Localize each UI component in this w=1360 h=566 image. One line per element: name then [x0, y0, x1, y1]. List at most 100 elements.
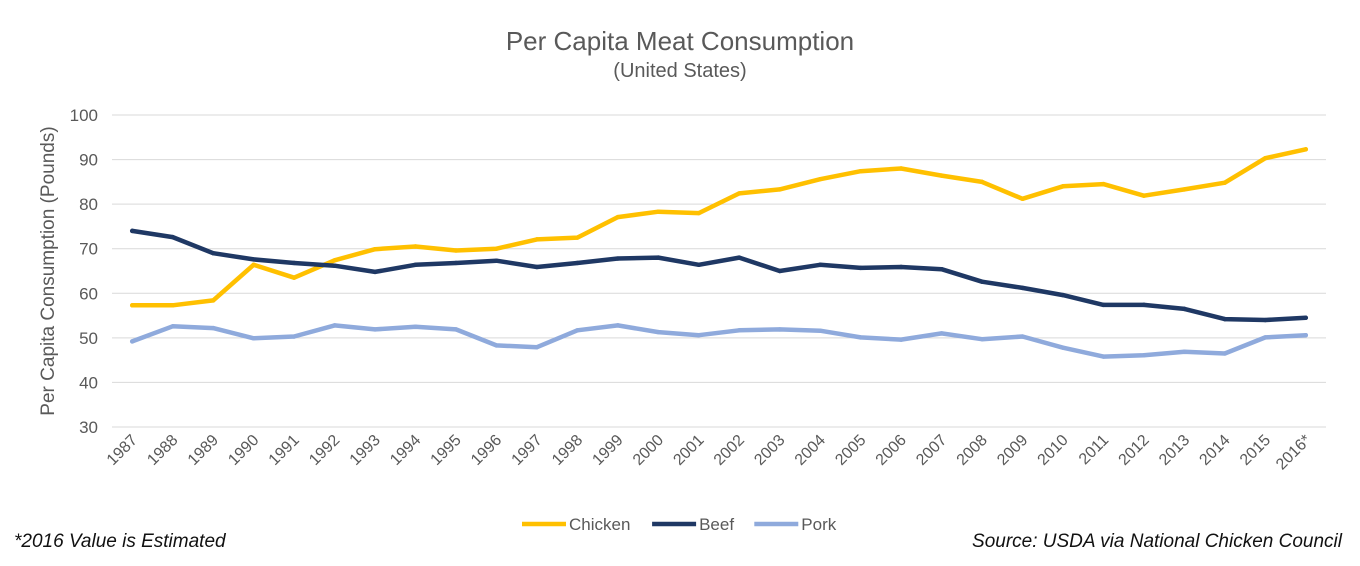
x-tick-label: 1991: [266, 432, 303, 469]
y-tick-label: 90: [79, 151, 98, 170]
data-point-beef: [817, 262, 823, 267]
data-point-pork: [737, 328, 742, 333]
x-tick-label: 1993: [347, 432, 384, 469]
data-point-beef: [1101, 302, 1106, 308]
x-tick-label: 2005: [832, 432, 869, 469]
data-point-beef: [534, 264, 540, 270]
legend-label-pork: Pork: [801, 515, 836, 534]
data-point-chicken: [1060, 184, 1066, 189]
y-tick-label: 30: [79, 418, 98, 437]
data-point-beef: [1020, 285, 1025, 291]
data-point-pork: [817, 328, 823, 333]
legend-label-chicken: Chicken: [569, 515, 630, 534]
data-point-beef: [858, 265, 863, 271]
data-point-pork: [453, 327, 459, 332]
x-tick-label: 1998: [549, 432, 586, 469]
data-point-chicken: [575, 235, 580, 240]
data-point-chicken: [979, 179, 985, 185]
x-tick-label: 1995: [428, 432, 465, 469]
chart-title: Per Capita Meat Consumption: [505, 26, 855, 56]
x-tick-label: 2014: [1196, 432, 1233, 469]
data-point-pork: [656, 329, 661, 335]
x-tick-label: 1997: [509, 432, 546, 469]
data-point-beef: [656, 255, 661, 260]
data-point-chicken: [332, 258, 337, 263]
series-line-chicken: [129, 147, 1309, 308]
y-tick-label: 50: [79, 329, 98, 348]
y-tick-label: 100: [70, 106, 98, 125]
data-point-pork: [1263, 335, 1268, 340]
data-point-beef: [615, 256, 621, 261]
data-point-chicken: [130, 303, 135, 308]
data-point-chicken: [1263, 156, 1268, 161]
data-point-pork: [291, 334, 297, 339]
y-tick-label: 80: [79, 195, 98, 214]
data-point-pork: [534, 345, 540, 350]
data-point-chicken: [858, 168, 863, 174]
series-line-beef: [129, 228, 1309, 323]
data-point-chicken: [534, 237, 540, 242]
data-point-pork: [251, 336, 256, 341]
x-tick-label: 1996: [468, 432, 505, 469]
data-point-beef: [453, 260, 459, 266]
x-tick-label: 1989: [185, 432, 222, 469]
x-tick-label: 2004: [792, 432, 829, 469]
data-point-pork: [696, 332, 701, 338]
data-point-beef: [898, 264, 904, 270]
data-point-chicken: [372, 246, 378, 252]
data-point-chicken: [1020, 196, 1025, 201]
data-point-beef: [1263, 317, 1268, 323]
series-line-pork: [129, 323, 1309, 359]
data-point-pork: [575, 328, 580, 333]
data-point-chicken: [777, 187, 782, 192]
x-tick-label: 1988: [144, 432, 181, 469]
data-point-pork: [130, 339, 135, 344]
data-point-beef: [372, 269, 378, 275]
x-tick-label: 2001: [670, 432, 707, 469]
data-point-beef: [1222, 316, 1228, 322]
x-tick-label: 2000: [630, 432, 667, 469]
data-point-pork: [1303, 332, 1308, 338]
y-axis-title: Per Capita Consumption (Pounds): [38, 126, 59, 415]
data-point-chicken: [291, 275, 297, 280]
data-point-beef: [979, 279, 985, 284]
data-point-chicken: [494, 246, 499, 251]
data-point-chicken: [210, 298, 216, 303]
x-tick-label: 2009: [994, 432, 1031, 469]
data-point-pork: [615, 323, 621, 328]
data-point-chicken: [898, 166, 904, 171]
data-point-chicken: [413, 244, 418, 249]
data-point-beef: [251, 257, 256, 262]
legend-label-beef: Beef: [699, 515, 734, 534]
data-point-pork: [1182, 349, 1187, 354]
data-point-pork: [494, 343, 499, 348]
data-point-beef: [413, 262, 418, 267]
data-point-beef: [575, 260, 580, 266]
data-point-pork: [1222, 351, 1228, 356]
y-tick-label: 70: [79, 240, 98, 259]
data-point-chicken: [656, 209, 661, 214]
data-point-beef: [939, 267, 944, 272]
data-point-pork: [1060, 345, 1066, 350]
data-point-pork: [777, 327, 782, 332]
x-tick-label: 2016*: [1273, 432, 1315, 474]
data-point-chicken: [1101, 181, 1106, 187]
x-tick-label: 1990: [225, 432, 262, 469]
data-point-beef: [332, 263, 337, 268]
data-point-pork: [939, 331, 944, 336]
source-footnote: Source: USDA via National Chicken Counci…: [972, 531, 1342, 552]
x-tick-label: 2010: [1035, 432, 1072, 469]
data-point-chicken: [1222, 180, 1228, 185]
data-point-beef: [1303, 315, 1308, 320]
data-point-beef: [1060, 292, 1066, 298]
data-point-pork: [858, 335, 863, 340]
estimate-footnote: *2016 Value is Estimated: [14, 531, 226, 552]
x-tick-label: 1987: [104, 432, 141, 469]
data-point-beef: [170, 234, 175, 240]
x-tick-label: 2013: [1156, 432, 1193, 469]
data-point-pork: [210, 325, 216, 331]
chart-subtitle: (United States): [613, 60, 747, 82]
data-point-chicken: [170, 303, 175, 308]
data-point-pork: [979, 336, 985, 342]
